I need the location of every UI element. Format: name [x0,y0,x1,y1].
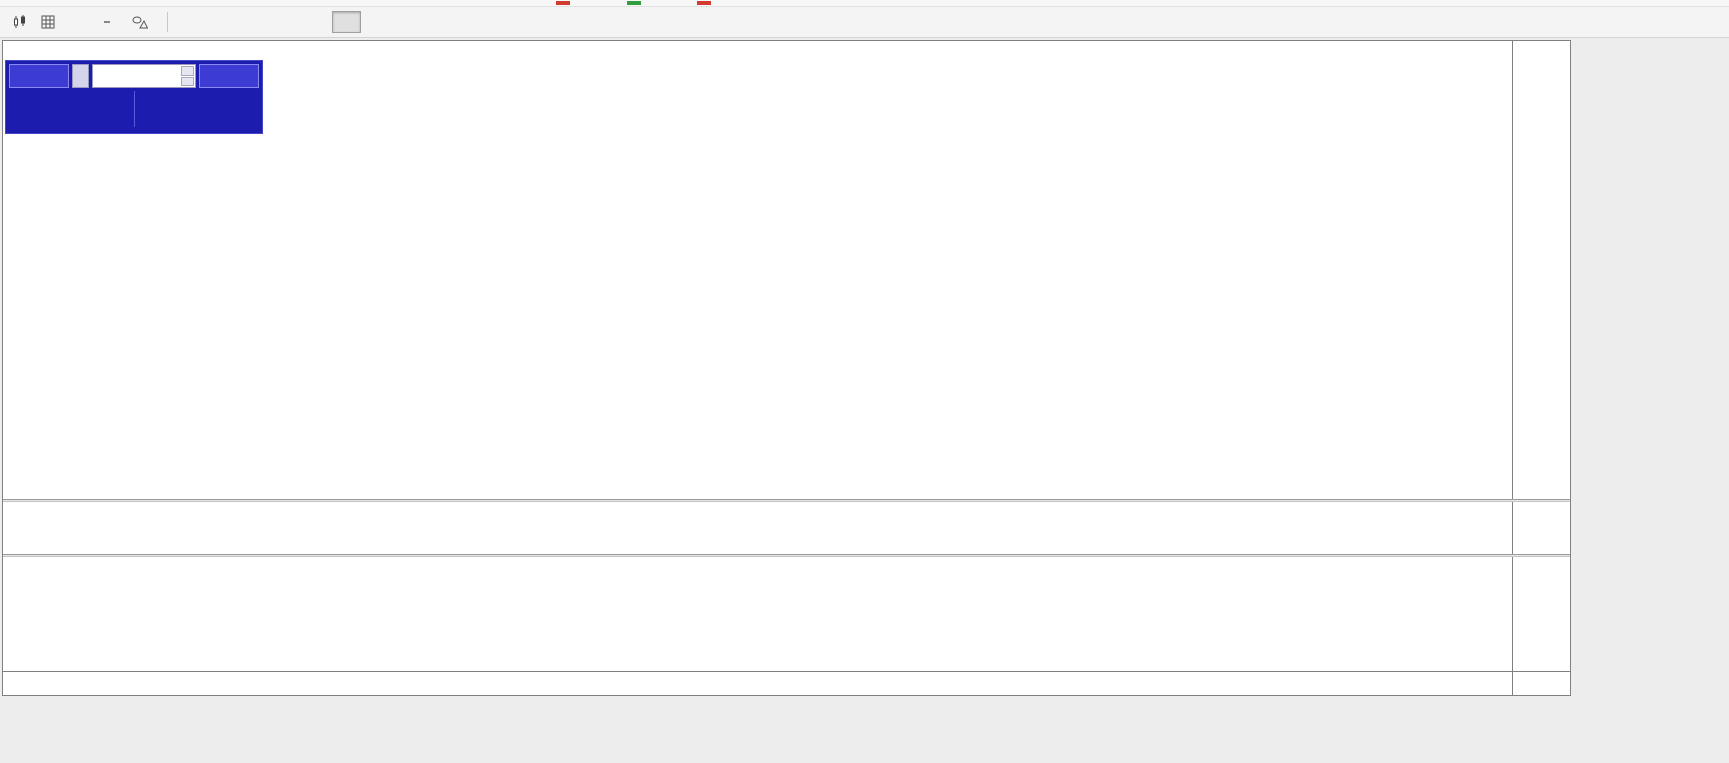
chart-style-tool-button[interactable] [6,10,33,34]
volume-dropdown-button[interactable] [72,64,89,88]
bid-price[interactable] [9,106,134,113]
macd-pane[interactable] [3,502,1512,554]
timeframe-w1-button[interactable] [394,11,423,33]
rsi-pane[interactable] [3,557,1512,671]
grid-tool-button[interactable] [35,10,62,34]
rsi-canvas[interactable] [3,557,1512,671]
timeframe-m30-button[interactable] [270,11,299,33]
timeframe-d1-button[interactable] [363,11,392,33]
volume-increase-button[interactable] [181,66,194,76]
pane-splitter[interactable] [3,499,1570,502]
text-box-tool-button[interactable] [93,10,120,34]
volume-field[interactable] [92,64,196,88]
grid-icon [41,15,56,30]
timeframe-m5-button[interactable] [208,11,237,33]
time-axis[interactable] [3,671,1512,695]
volume-decrease-button[interactable] [181,76,194,86]
titlebar-mark [697,1,711,5]
timeframe-mn-button[interactable] [425,11,454,33]
rsi-scale[interactable] [1512,557,1570,671]
trade-panel-divider [133,91,135,127]
ask-price[interactable] [135,106,260,113]
titlebar-mark [627,1,641,5]
timeframe-h4-button[interactable] [332,11,361,33]
text-box-icon [103,21,110,23]
volume-stepper [181,66,194,86]
rsi-label [7,559,13,571]
chart-window [2,40,1571,696]
macd-label [7,504,13,516]
candlestick-chart-icon [12,14,28,30]
shapes-dropdown-button[interactable] [122,10,158,34]
timeframe-m15-button[interactable] [239,11,268,33]
macd-canvas[interactable] [3,502,1512,554]
axis-corner [1512,671,1570,695]
pane-splitter[interactable] [3,554,1570,557]
text-label-tool-button[interactable] [64,10,91,34]
sell-button[interactable] [9,64,69,88]
shapes-icon [132,15,148,29]
timeframe-m1-button[interactable] [177,11,206,33]
titlebar-mark [556,1,570,5]
timeframe-h1-button[interactable] [301,11,330,33]
macd-scale[interactable] [1512,502,1570,554]
main-chart-pane[interactable] [3,41,1512,499]
price-scale[interactable] [1512,41,1570,499]
one-click-trading-panel [5,60,263,134]
titlebar-strip [0,0,1729,7]
buy-button[interactable] [199,64,259,88]
toolbar-separator [167,12,168,32]
toolbar [0,7,1729,38]
